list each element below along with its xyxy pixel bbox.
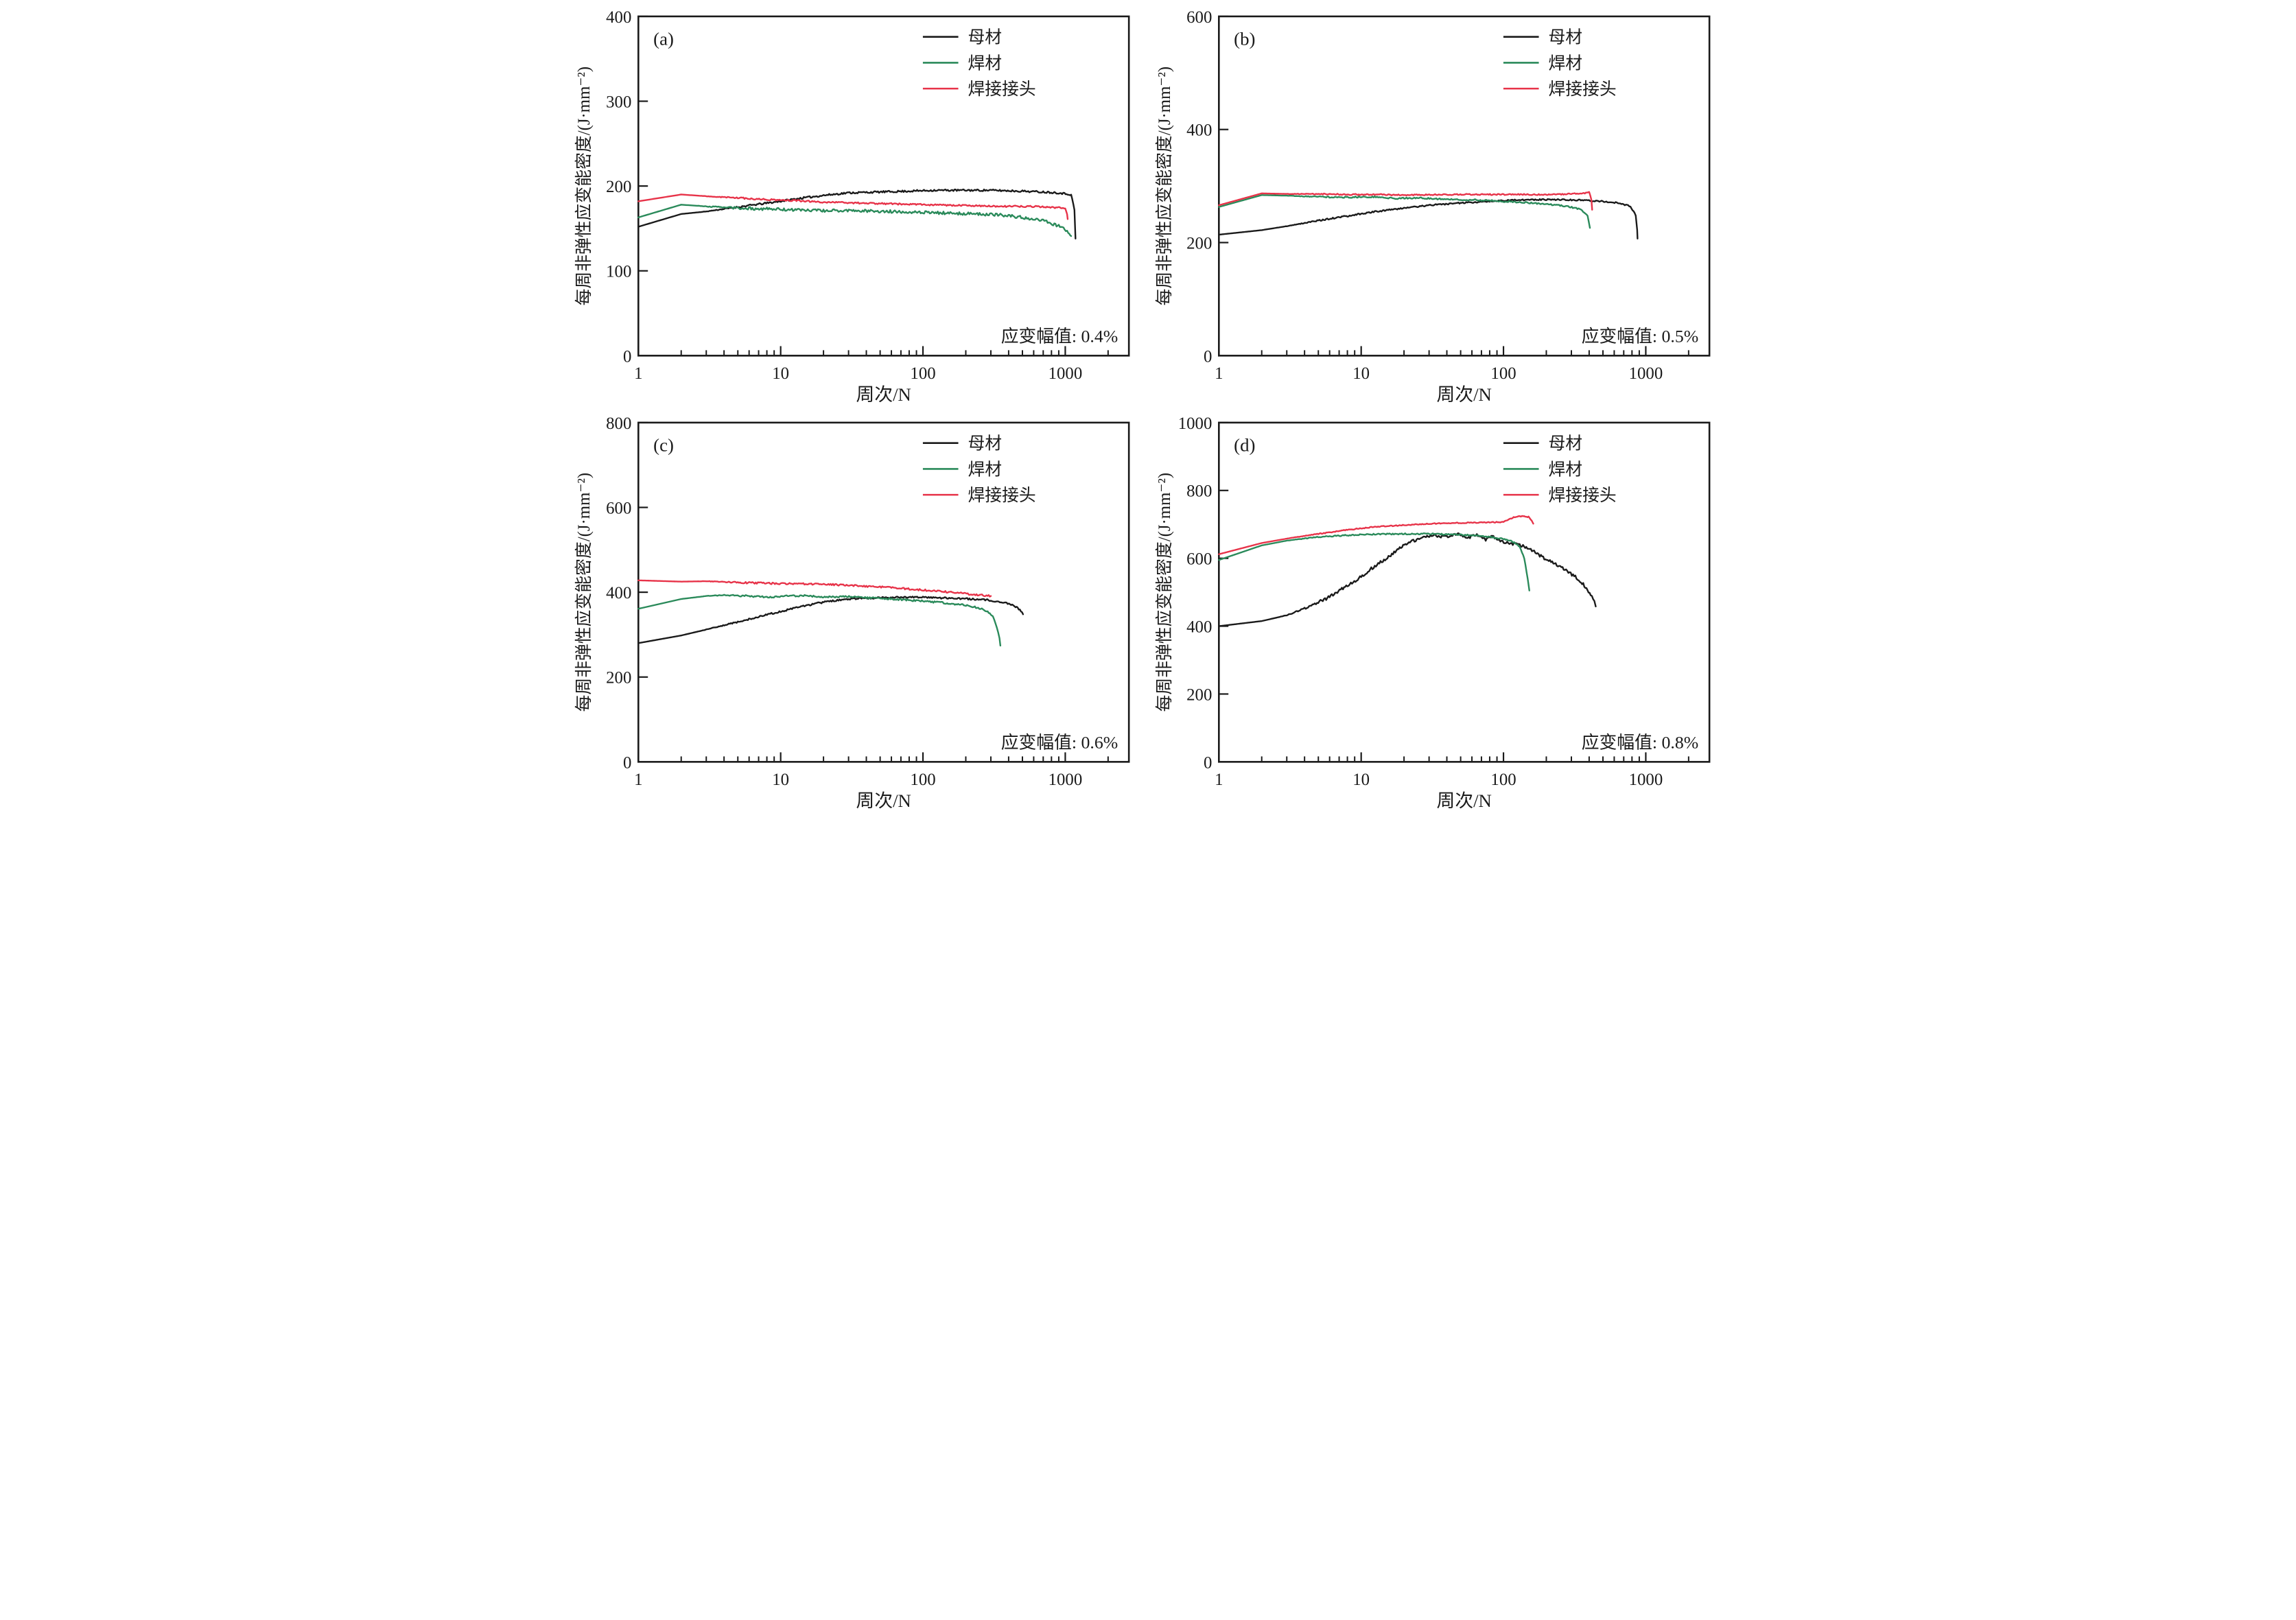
x-tick-label: 1 — [1215, 771, 1223, 789]
y-tick-label: 0 — [623, 347, 631, 366]
strain-amplitude-annotation: 应变幅值: 0.6% — [1001, 732, 1118, 752]
legend-label: 焊接接头 — [1548, 486, 1616, 505]
x-tick-label: 10 — [1352, 771, 1370, 789]
y-tick-label: 0 — [1204, 347, 1212, 366]
strain-amplitude-annotation: 应变幅值: 0.4% — [1001, 326, 1118, 346]
y-tick-label: 400 — [1186, 121, 1212, 140]
x-axis-label: 周次/N — [856, 384, 911, 405]
x-tick-label: 1000 — [1629, 364, 1663, 383]
panel-a: 1 10 100 1000 0 100 200 300 400 周次/N 每周非弹性应变能密度/(J… — [572, 7, 1144, 410]
y-tick-label: 200 — [606, 668, 631, 687]
x-tick-label: 100 — [1490, 771, 1516, 789]
chart-canvas-d: 1 10 100 1000 0 200 400 600 800 1000 周次/N 每周非弹性应变能密… — [1155, 414, 1711, 811]
series-line-母材 — [637, 595, 1024, 644]
panel-b: 1 10 100 1000 0 200 400 600 周次/N 每周非弹性应变能密度/(J·mm… — [1152, 7, 1724, 410]
x-tick-label: 1 — [634, 364, 642, 383]
legend-label: 母材 — [968, 434, 1002, 453]
legend-label: 母材 — [1548, 28, 1582, 47]
y-tick-label: 800 — [1186, 482, 1212, 500]
x-tick-label: 100 — [910, 364, 935, 383]
x-axis-label: 周次/N — [1437, 790, 1492, 811]
panel-letter: (b) — [1234, 29, 1255, 49]
x-tick-label: 10 — [772, 771, 789, 789]
series-line-焊材 — [637, 594, 1002, 646]
series-line-焊材 — [1218, 194, 1591, 229]
y-tick-label: 1000 — [1178, 414, 1213, 433]
y-tick-label: 100 — [606, 263, 631, 281]
series-line-焊接接头 — [637, 579, 992, 598]
y-axis-label: 每周非弹性应变能密度/(J·mm⁻²) — [574, 67, 594, 306]
strain-amplitude-annotation: 应变幅值: 0.8% — [1582, 732, 1699, 752]
y-tick-label: 600 — [1186, 8, 1212, 27]
legend-label: 焊材 — [1548, 54, 1582, 73]
y-tick-label: 300 — [606, 93, 631, 111]
x-tick-label: 1000 — [1049, 771, 1083, 789]
x-tick-label: 1000 — [1629, 771, 1663, 789]
y-tick-label: 600 — [606, 499, 631, 517]
x-tick-label: 10 — [1352, 364, 1370, 383]
chart-canvas-a: 1 10 100 1000 0 100 200 300 400 周次/N 每周非弹性应变能密度/(J… — [574, 8, 1130, 405]
x-tick-label: 1 — [634, 771, 642, 789]
panel-c: 1 10 100 1000 0 200 400 600 800 周次/N 每周非弹性应变能密度/(J… — [572, 413, 1144, 817]
panel-letter: (c) — [653, 434, 674, 455]
chart-canvas-c: 1 10 100 1000 0 200 400 600 800 周次/N 每周非弹性应变能密度/(J… — [574, 414, 1130, 811]
strain-amplitude-annotation: 应变幅值: 0.5% — [1582, 326, 1699, 346]
legend-label: 焊材 — [968, 460, 1002, 479]
series-line-母材 — [1218, 532, 1597, 627]
legend-label: 母材 — [1548, 434, 1582, 453]
y-tick-label: 400 — [606, 8, 631, 27]
plot-frame — [1218, 421, 1711, 763]
fatigue-energy-density-figure: 1 10 100 1000 0 100 200 300 400 周次/N 每周非弹性应变能密度/(J… — [567, 0, 1729, 823]
y-tick-label: 400 — [1186, 618, 1212, 636]
x-axis-label: 周次/N — [856, 790, 911, 811]
y-tick-label: 400 — [606, 584, 631, 602]
y-axis-label: 每周非弹性应变能密度/(J·mm⁻²) — [1155, 67, 1174, 306]
x-tick-label: 1 — [1215, 364, 1223, 383]
y-tick-label: 0 — [623, 753, 631, 772]
y-axis-label: 每周非弹性应变能密度/(J·mm⁻²) — [574, 473, 594, 712]
panel-d: 1 10 100 1000 0 200 400 600 800 1000 周次/N 每周非弹性应变能密… — [1152, 413, 1724, 817]
panel-letter: (d) — [1234, 434, 1255, 455]
chart-canvas-b: 1 10 100 1000 0 200 400 600 周次/N 每周非弹性应变能密度/(J·mm… — [1155, 8, 1711, 405]
legend-label: 焊接接头 — [968, 80, 1035, 99]
legend-label: 母材 — [968, 28, 1002, 47]
y-tick-label: 200 — [606, 178, 631, 196]
x-tick-label: 10 — [772, 364, 789, 383]
x-tick-label: 1000 — [1049, 364, 1083, 383]
y-tick-label: 0 — [1204, 753, 1212, 772]
x-axis-label: 周次/N — [1437, 384, 1492, 405]
plot-frame — [637, 421, 1130, 763]
y-tick-label: 800 — [606, 414, 631, 433]
plot-frame — [637, 15, 1130, 357]
plot-frame — [1218, 15, 1711, 357]
series-line-焊接接头 — [637, 193, 1069, 220]
legend-label: 焊材 — [968, 54, 1002, 73]
y-axis-label: 每周非弹性应变能密度/(J·mm⁻²) — [1155, 473, 1174, 712]
series-line-母材 — [637, 188, 1077, 239]
legend-label: 焊接接头 — [1548, 80, 1616, 99]
y-tick-label: 200 — [1186, 234, 1212, 253]
series-line-母材 — [1218, 198, 1639, 239]
y-tick-label: 600 — [1186, 550, 1212, 568]
x-tick-label: 100 — [1490, 364, 1516, 383]
series-line-焊材 — [1218, 532, 1530, 591]
x-tick-label: 100 — [910, 771, 935, 789]
y-tick-label: 200 — [1186, 685, 1212, 704]
legend-label: 焊材 — [1548, 460, 1582, 479]
series-line-焊接接头 — [1218, 515, 1534, 555]
series-line-焊接接头 — [1218, 191, 1593, 211]
series-line-焊材 — [637, 204, 1073, 237]
legend-label: 焊接接头 — [968, 486, 1035, 505]
panel-letter: (a) — [653, 29, 674, 49]
